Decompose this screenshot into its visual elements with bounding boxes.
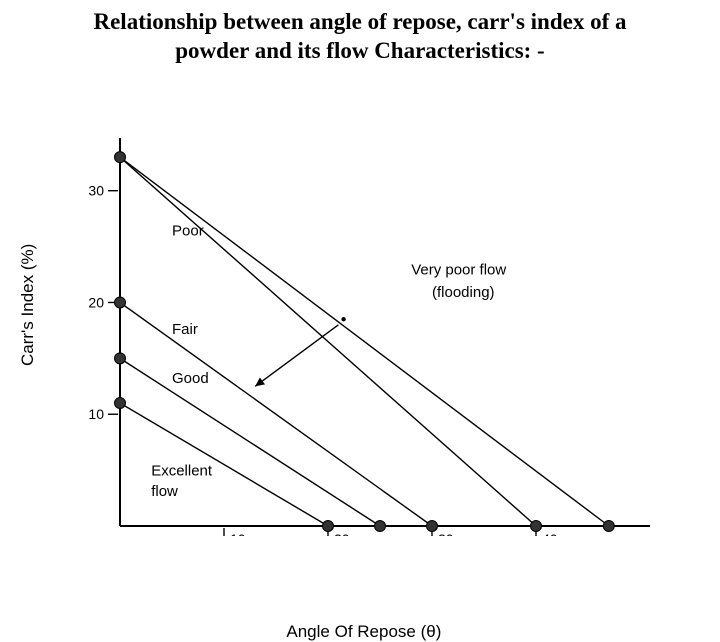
chart-container: Carr's Index (%) 10 20 30 10 20 30 40 Poor Fair G… (0, 66, 720, 541)
svg-text:Fair: Fair (172, 320, 198, 337)
y-axis-label: Carr's Index (%) (18, 243, 38, 365)
svg-text:20: 20 (334, 531, 350, 536)
x-axis-label: Angle Of Repose (θ) (286, 622, 441, 642)
flow-chart-plot: 10 20 30 10 20 30 40 Poor Fair Good Excellent flow V… (0, 66, 720, 536)
svg-text:(flooding): (flooding) (432, 283, 495, 300)
svg-text:30: 30 (438, 531, 454, 536)
svg-text:Very poor flow: Very poor flow (411, 261, 506, 278)
svg-text:10: 10 (88, 406, 104, 422)
svg-text:20: 20 (88, 294, 104, 310)
svg-text:flow: flow (151, 482, 178, 499)
svg-text:40: 40 (542, 531, 558, 536)
svg-text:10: 10 (230, 531, 246, 536)
title-line-2: powder and its flow Characteristics: - (175, 38, 544, 63)
svg-text:Excellent: Excellent (151, 462, 213, 479)
svg-text:30: 30 (88, 182, 104, 198)
svg-text:Good: Good (172, 369, 209, 386)
page-title: Relationship between angle of repose, ca… (0, 0, 720, 66)
svg-text:Poor: Poor (172, 222, 204, 239)
title-line-1: Relationship between angle of repose, ca… (93, 9, 626, 34)
